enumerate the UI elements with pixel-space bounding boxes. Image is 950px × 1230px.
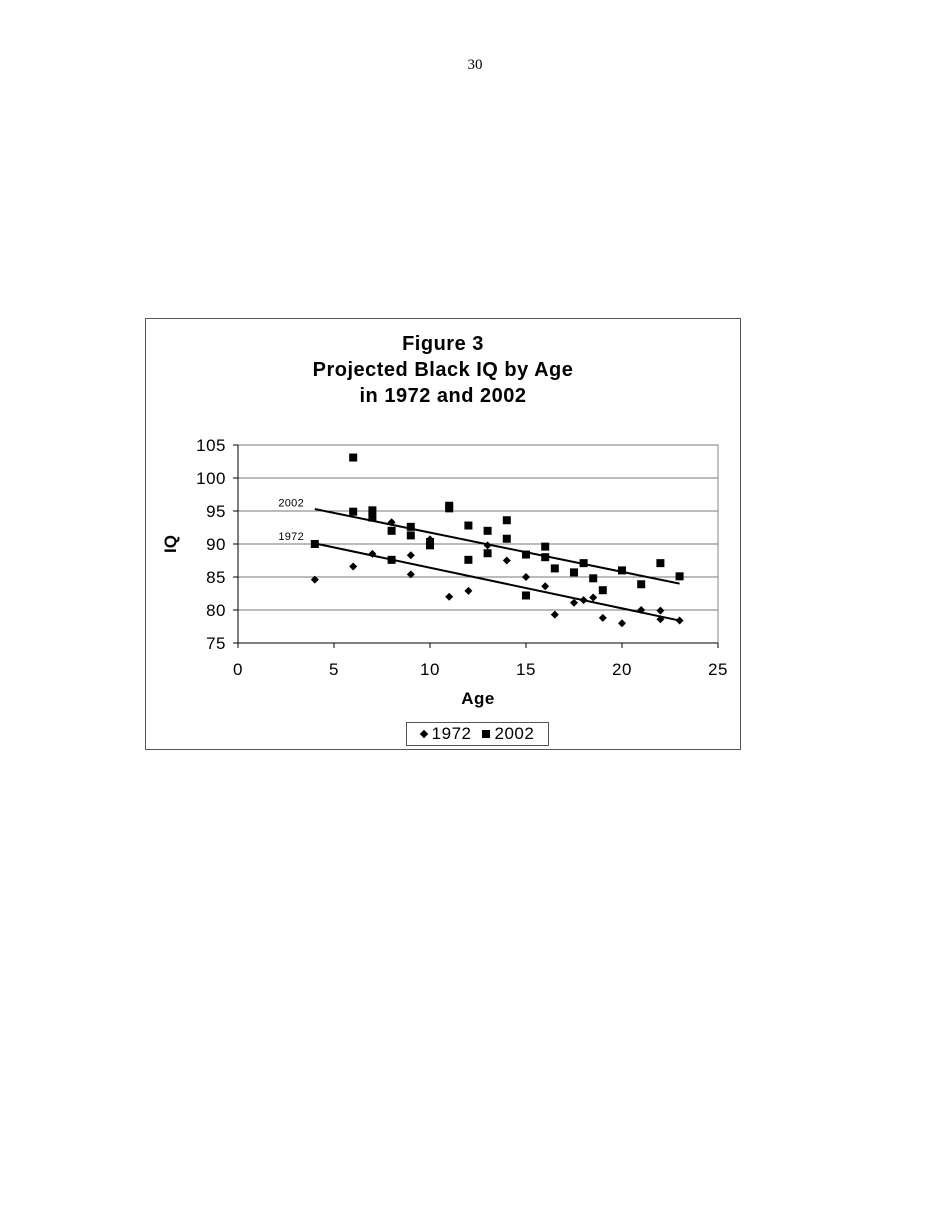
y-tick-label: 80 xyxy=(206,601,226,620)
legend-label-1972: 1972 xyxy=(431,724,472,743)
annotation-2002: 2002 xyxy=(278,497,304,509)
chart-title-line-2: Projected Black IQ by Age xyxy=(312,359,574,381)
data-point-2002 xyxy=(675,572,684,581)
data-point-2002 xyxy=(656,559,665,568)
y-tick-label: 85 xyxy=(206,568,226,587)
data-point-2002 xyxy=(502,534,511,543)
x-tick-label: 15 xyxy=(516,660,536,679)
data-point-1972 xyxy=(445,592,454,601)
data-point-1972 xyxy=(656,615,665,624)
data-point-2002 xyxy=(579,559,588,568)
x-tick-label: 20 xyxy=(612,660,632,679)
data-point-1972 xyxy=(522,573,530,581)
legend-item-1972: 1972 xyxy=(419,724,472,744)
x-axis-label: Age xyxy=(461,689,495,708)
data-point-1972 xyxy=(406,570,415,579)
data-point-2002 xyxy=(541,542,550,551)
data-point-2002 xyxy=(483,549,492,558)
x-tick-label: 0 xyxy=(233,660,243,679)
data-point-2002 xyxy=(406,522,415,531)
data-point-1972 xyxy=(310,575,319,584)
x-tick-label: 25 xyxy=(708,660,728,679)
y-tick-label: 90 xyxy=(206,535,226,554)
data-point-2002 xyxy=(349,453,358,462)
chart-title: Figure 3 Projected Black IQ by Age in 19… xyxy=(145,331,741,409)
data-point-2002 xyxy=(598,586,607,595)
legend-item-2002: 2002 xyxy=(481,724,535,744)
data-point-2002 xyxy=(464,521,473,530)
data-point-2002 xyxy=(464,555,473,564)
data-point-2002 xyxy=(406,531,415,540)
data-point-1972 xyxy=(675,616,684,625)
trendline-1972 xyxy=(314,542,680,622)
data-point-1972 xyxy=(368,549,377,558)
chart-legend: 1972 2002 xyxy=(406,722,549,746)
data-point-1972 xyxy=(618,619,626,628)
data-point-2002 xyxy=(368,513,377,522)
data-point-2002 xyxy=(618,566,626,575)
data-point-2002 xyxy=(550,564,559,573)
data-point-2002 xyxy=(483,526,492,535)
chart-title-line-3: in 1972 and 2002 xyxy=(359,385,527,407)
data-point-2002 xyxy=(502,516,511,525)
chart-title-line-1: Figure 3 xyxy=(402,333,484,355)
data-point-1972 xyxy=(579,596,588,605)
data-point-1972 xyxy=(502,556,511,565)
data-point-2002 xyxy=(349,507,358,516)
y-tick-label: 95 xyxy=(206,502,226,521)
data-point-2002 xyxy=(637,580,646,589)
data-point-1972 xyxy=(656,606,665,615)
annotation-1972: 1972 xyxy=(278,531,304,543)
data-point-1972 xyxy=(598,613,607,622)
x-tick-label: 10 xyxy=(420,660,440,679)
data-point-1972 xyxy=(550,610,559,619)
data-point-2002 xyxy=(445,504,454,513)
data-point-2002 xyxy=(387,555,396,564)
y-tick-label: 75 xyxy=(206,634,226,653)
data-point-2002 xyxy=(589,574,598,583)
data-point-1972 xyxy=(464,586,473,595)
data-point-2002 xyxy=(387,526,396,535)
page-number: 30 xyxy=(467,57,483,73)
x-tick-label: 5 xyxy=(329,660,339,679)
data-point-1972 xyxy=(541,582,550,591)
legend-label-2002: 2002 xyxy=(494,724,535,743)
data-point-2002 xyxy=(570,568,578,577)
data-point-1972 xyxy=(387,518,396,527)
chart-frame xyxy=(145,318,741,750)
data-point-1972 xyxy=(406,551,415,560)
data-point-2002 xyxy=(310,540,319,548)
data-point-1972 xyxy=(637,606,646,614)
square-marker-icon xyxy=(481,730,490,738)
y-tick-label: 105 xyxy=(196,436,226,455)
data-point-2002 xyxy=(426,541,434,550)
data-point-1972 xyxy=(349,562,358,571)
y-axis-label: IQ xyxy=(161,535,180,553)
data-point-2002 xyxy=(522,550,530,559)
data-point-1972 xyxy=(589,593,598,602)
data-point-2002 xyxy=(368,506,377,515)
data-point-2002 xyxy=(541,553,550,562)
data-point-2002 xyxy=(522,591,530,600)
y-tick-label: 100 xyxy=(196,469,226,488)
data-point-1972 xyxy=(483,541,492,550)
diamond-marker-icon xyxy=(419,729,428,739)
data-point-1972 xyxy=(570,598,578,607)
